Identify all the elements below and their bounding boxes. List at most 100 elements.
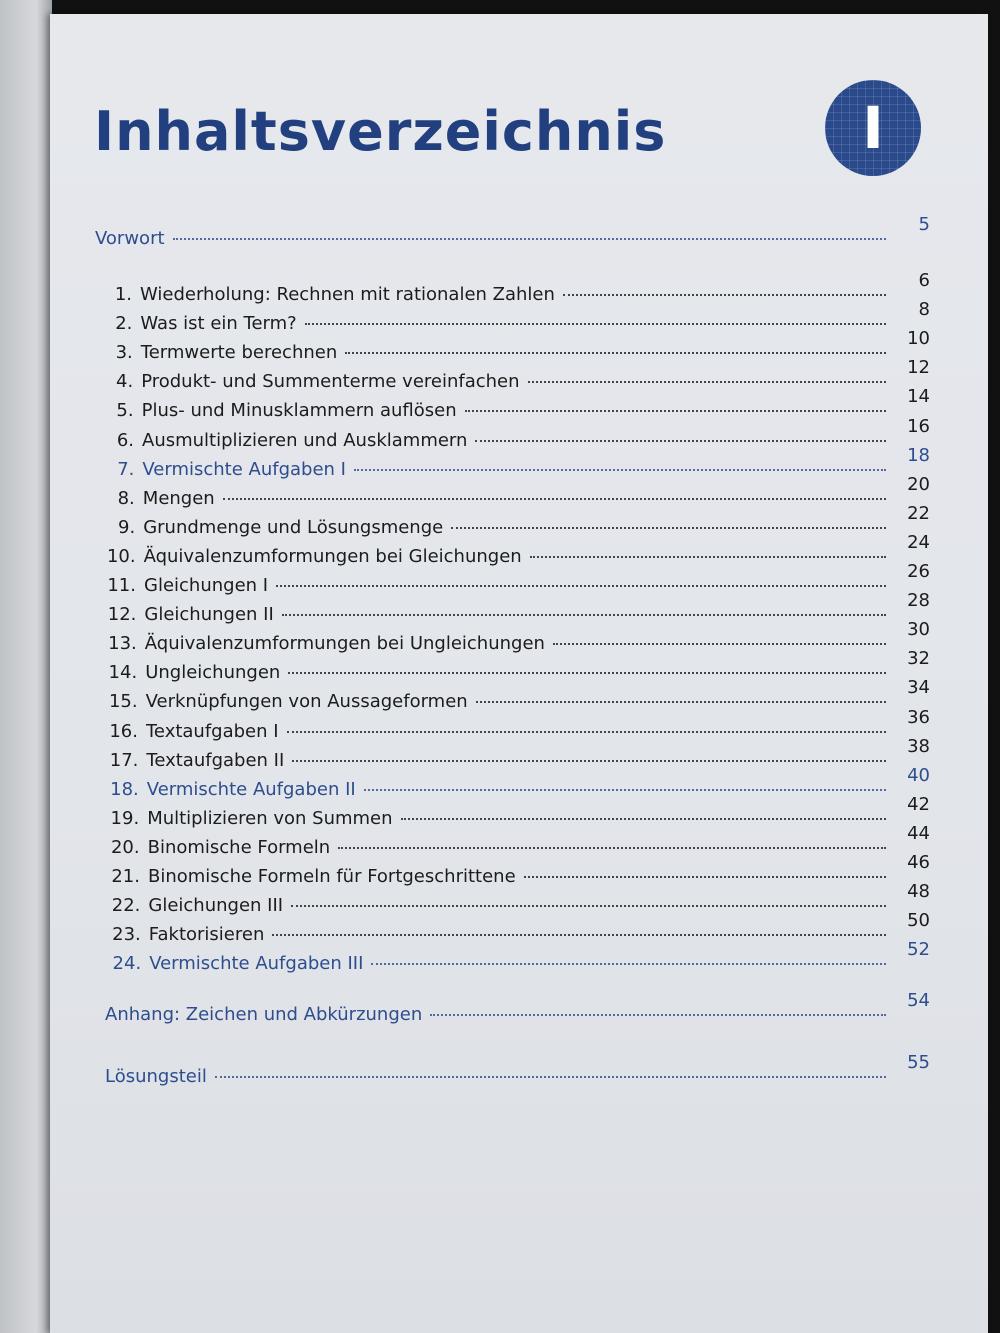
entry-title: Äquivalenzumformungen bei Gleichungen (143, 545, 522, 567)
toc-entry: 23. Faktorisieren 50 (105, 910, 930, 945)
dot-leader (529, 555, 886, 558)
entry-title: Vermischte Aufgaben II (146, 778, 356, 800)
page-number: 18 (907, 444, 930, 466)
dot-leader (214, 1076, 886, 1078)
dot-leader (552, 643, 886, 646)
dot-leader (304, 323, 886, 326)
page-number: 48 (907, 881, 930, 903)
chapter-badge: I (825, 80, 921, 176)
entry-title: Vermischte Aufgaben III (149, 953, 364, 975)
dot-leader (172, 238, 886, 240)
entry-number: 17. (109, 749, 139, 771)
entry-title: Textaufgaben I (146, 720, 279, 742)
entry-number: 3. (115, 342, 133, 364)
page-number: 42 (907, 793, 930, 815)
entry-number: 5. (116, 400, 134, 422)
dot-leader (345, 352, 886, 355)
toc-entry: 8. Mengen 20 (99, 474, 930, 509)
entry-number: 6. (116, 429, 134, 451)
entry-title: Ungleichungen (145, 662, 281, 684)
dot-leader (400, 817, 886, 820)
dot-leader (272, 934, 886, 937)
entry-number: 9. (118, 516, 136, 538)
toc-entry: 20. Binomische Formeln 44 (104, 823, 930, 858)
entry-number: 4. (116, 371, 134, 393)
entry-title: Binomische Formeln für Fortgeschrittene (148, 866, 516, 887)
toc-entry: 22. Gleichungen III 48 (104, 881, 930, 917)
dot-leader (451, 526, 886, 529)
entry-title: Termwerte berechnen (140, 342, 338, 364)
page-number: 55 (907, 1052, 930, 1073)
toc-entry: 4. Produkt- und Summenterme vereinfachen 1… (97, 357, 930, 393)
entry-number: 22. (111, 895, 141, 917)
page-number: 36 (907, 706, 930, 728)
entry-number: 18. (110, 778, 139, 800)
entry-title: Binomische Formeln (147, 836, 331, 858)
entry-title: Wiederholung: Rechnen mit rationalen Zah… (140, 284, 555, 305)
toc-entry: 18. Vermischte Aufgaben II 40 (103, 765, 930, 800)
page-number: 16 (907, 415, 930, 437)
entry-title: Vermischte Aufgaben I (142, 458, 346, 480)
page-number: 12 (907, 357, 930, 379)
dot-leader (222, 497, 886, 500)
page-number: 22 (907, 502, 930, 524)
page-number: 32 (907, 648, 930, 670)
entry-title: Verknüpfungen von Aussageformen (145, 691, 468, 713)
page-number: 28 (907, 590, 930, 612)
toc-entry: 12. Gleichungen II 28 (100, 590, 930, 626)
entry-number: 7. (117, 458, 135, 480)
toc-entry: 10. Äquivalenzumformungen bei Gleichungen… (100, 532, 930, 567)
entry-title: Grundmenge und Lösungsmenge (143, 516, 444, 538)
dot-leader (286, 730, 886, 733)
toc-entry: 3. Termwerte berechnen 10 (97, 328, 930, 364)
toc-entry: 7. Vermischte Aufgaben I 18 (98, 445, 930, 480)
entry-number: 10. (106, 545, 136, 567)
entry-title: Gleichungen II (144, 604, 274, 626)
entry-number: 11. (107, 575, 136, 596)
page-number: 54 (907, 990, 930, 1011)
entry-title: Lösungsteil (105, 1066, 207, 1087)
toc-entry: 2. Was ist ein Term? 8 (96, 299, 930, 335)
page-number: 52 (907, 939, 930, 961)
page-number: 6 (918, 270, 930, 291)
entry-number: 15. (108, 691, 138, 713)
dot-leader (475, 439, 886, 442)
toc-entry: 21. Binomische Formeln für Fortgeschritte… (104, 852, 930, 887)
entry-title: Vorwort (95, 228, 165, 249)
dot-leader (527, 381, 886, 384)
entry-title: Plus- und Minusklammern auflösen (141, 400, 457, 422)
page-number: 40 (907, 764, 930, 786)
dot-leader (354, 468, 886, 471)
entry-number: 1. (114, 284, 132, 305)
dot-leader (430, 1014, 886, 1016)
entry-title: Textaufgaben II (146, 749, 285, 771)
dot-leader (288, 672, 886, 675)
page-number: 50 (907, 910, 930, 932)
toc-entry: 5. Plus- und Minusklammern auflösen 14 (98, 386, 930, 422)
page-number: 30 (907, 619, 930, 641)
page-number: 10 (907, 328, 930, 350)
page-number: 24 (907, 531, 930, 553)
page-number: 20 (907, 473, 930, 495)
entry-number: 20. (110, 836, 140, 858)
toc-entry: 13. Äquivalenzumformungen bei Ungleichung… (101, 619, 930, 655)
entry-title: Multiplizieren von Summen (147, 807, 393, 829)
toc-entry: Lösungsteil 55 (105, 1052, 930, 1087)
entry-number: 14. (108, 662, 138, 684)
page-number: 14 (907, 386, 930, 408)
entry-number: 16. (109, 720, 138, 742)
toc-entry: 9. Grundmenge und Lösungsmenge 22 (99, 503, 930, 538)
toc-entry: 15. Verknüpfungen von Aussageformen 34 (102, 677, 930, 713)
entry-title: Anhang: Zeichen und Abkürzungen (105, 1004, 423, 1025)
entry-number: 24. (112, 953, 142, 975)
toc-entry: 11. Gleichungen I 26 (100, 561, 930, 596)
dot-leader (291, 905, 886, 908)
entry-title: Was ist ein Term? (140, 313, 297, 335)
dot-leader (523, 876, 886, 878)
entry-title: Äquivalenzumformungen bei Ungleichungen (144, 633, 545, 655)
dot-leader (338, 846, 886, 849)
page-number: 34 (907, 677, 930, 699)
toc-entry: 24. Vermischte Aufgaben III 52 (105, 939, 930, 975)
toc-entry: 19. Multiplizieren von Summen 42 (103, 794, 930, 829)
